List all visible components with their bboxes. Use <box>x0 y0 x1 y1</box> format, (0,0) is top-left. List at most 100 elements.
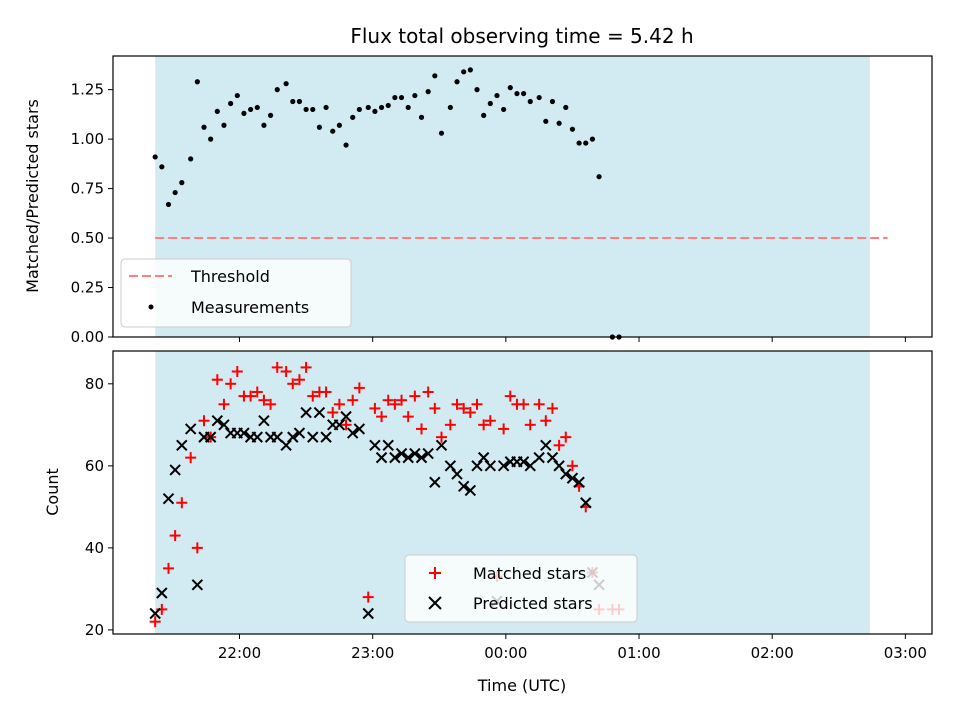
legend-matched-swatch <box>429 567 441 579</box>
predicted-star-point <box>307 431 319 443</box>
predicted-star-point <box>280 439 292 452</box>
x-axis-label: Time (UTC) <box>477 676 566 695</box>
matched-star-point <box>376 411 388 423</box>
matched-star-point <box>458 402 470 414</box>
predicted-star-point <box>389 451 401 464</box>
predicted-star-point <box>402 451 414 464</box>
matched-star-point <box>353 382 365 394</box>
top-x-ticks <box>239 337 906 342</box>
legend-predicted-swatch <box>428 596 442 610</box>
matched-star-point <box>271 361 283 373</box>
matched-star-point <box>382 394 394 406</box>
predicted-star-point <box>415 451 428 464</box>
predicted-star-point <box>560 468 572 480</box>
measurement-point <box>596 174 602 180</box>
measurement-point <box>165 201 172 208</box>
bottom-y-tick-label: 60 <box>85 457 104 475</box>
matched-star-point <box>524 419 536 431</box>
measurement-point <box>323 104 329 111</box>
x-tick-label: 01:00 <box>617 644 660 662</box>
measurement-point <box>365 104 371 111</box>
measurement-point <box>194 79 200 85</box>
measurement-point <box>172 189 178 196</box>
predicted-star-point <box>293 427 306 439</box>
measurement-point <box>208 136 214 142</box>
top-y-tick-label: 0.75 <box>71 180 104 198</box>
measurement-point <box>350 114 356 120</box>
predicted-star-point <box>271 431 283 443</box>
measurement-point <box>425 89 431 95</box>
matched-star-point <box>471 398 483 410</box>
measurement-point <box>274 87 280 93</box>
predicted-star-point <box>464 484 477 497</box>
matched-star-point <box>416 423 428 435</box>
measurement-point <box>343 142 349 148</box>
predicted-star-point <box>313 406 326 419</box>
top-y-tick-label: 1.25 <box>71 81 104 99</box>
measurement-point <box>372 108 378 115</box>
matched-star-point <box>498 423 510 435</box>
measurement-point <box>248 106 254 113</box>
predicted-star-point <box>191 579 204 591</box>
bottom-y-axis: 20 40 60 80 <box>85 375 113 639</box>
bottom-y-tick-label: 20 <box>85 621 104 639</box>
matched-star-point <box>191 542 203 554</box>
measurement-point <box>152 154 158 160</box>
matched-star-point <box>540 415 552 427</box>
measurement-point <box>316 124 323 130</box>
predicted-star-point <box>362 607 374 620</box>
predicted-star-point <box>211 415 224 427</box>
measurement-point <box>481 112 487 118</box>
measurement-point <box>438 130 445 136</box>
measurement-point <box>290 98 296 105</box>
measurement-point <box>536 94 542 101</box>
predicted-star-point <box>435 439 448 452</box>
predicted-star-point <box>553 460 565 472</box>
measurement-point <box>179 180 185 186</box>
predicted-star-point <box>533 451 545 464</box>
matched-star-point <box>251 386 263 398</box>
matched-star-point <box>369 402 381 414</box>
measurement-point <box>461 69 467 75</box>
predicted-star-point <box>258 415 270 427</box>
bottom-legend: Matched stars Predicted stars <box>404 554 638 623</box>
predicted-star-point <box>149 607 161 620</box>
measurement-point <box>507 85 513 91</box>
measurement-point <box>583 140 589 146</box>
predicted-star-point <box>451 468 463 480</box>
matched-star-point <box>340 419 352 431</box>
bottom-y-tick-label: 80 <box>85 375 104 393</box>
predicted-star-point <box>353 423 366 435</box>
bottom-y-tick-label: 40 <box>85 539 104 557</box>
measurement-point <box>214 108 220 115</box>
predicted-star-point <box>218 419 230 431</box>
top-y-tick-label: 0.25 <box>71 279 104 297</box>
measurement-point <box>261 122 267 128</box>
x-tick-label: 02:00 <box>751 644 794 662</box>
measurement-point <box>563 104 569 111</box>
matched-star-point <box>225 378 237 390</box>
measurement-point <box>474 87 480 93</box>
x-tick-label: 03:00 <box>884 644 927 662</box>
matched-star-point <box>444 419 456 431</box>
matched-star-point <box>293 374 305 386</box>
measurement-point <box>549 98 556 105</box>
matched-star-point <box>333 398 345 410</box>
measurement-point <box>521 90 527 97</box>
predicted-star-point <box>156 587 168 599</box>
matched-star-point <box>464 407 476 419</box>
matched-star-point <box>185 452 197 464</box>
predicted-star-point <box>409 447 421 460</box>
measurement-point <box>527 98 533 105</box>
predicted-star-point <box>484 460 497 472</box>
measurement-point <box>336 122 342 128</box>
predicted-star-point <box>517 456 530 468</box>
matched-star-point <box>231 366 243 378</box>
matched-star-point <box>265 398 277 410</box>
measurement-point <box>310 106 316 113</box>
matched-star-point <box>451 398 463 410</box>
measurement-point <box>392 94 398 101</box>
predicted-star-point <box>162 492 175 505</box>
measurement-point <box>543 118 549 124</box>
measurement-point <box>454 79 460 85</box>
